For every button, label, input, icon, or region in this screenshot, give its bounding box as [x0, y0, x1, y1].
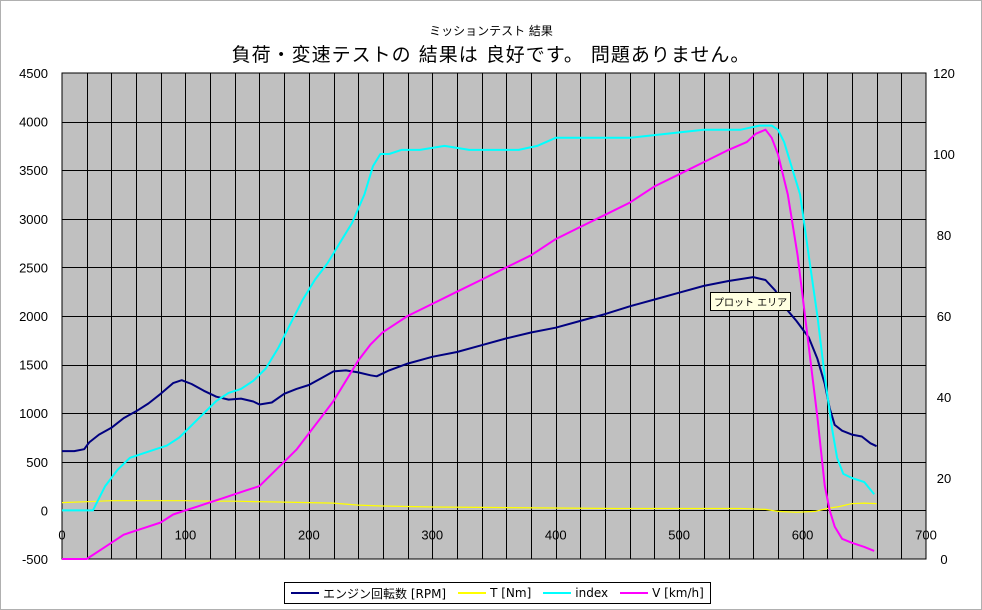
y2-tick-label: 100 — [933, 147, 955, 162]
x-tick-label: 300 — [421, 527, 443, 542]
legend-swatch — [291, 592, 319, 594]
x-tick-label: 600 — [792, 527, 814, 542]
legend-swatch — [458, 592, 487, 594]
y-tick-label: 1500 — [19, 358, 48, 373]
legend-label: index — [575, 586, 609, 600]
y2-tick-label: 20 — [937, 471, 951, 486]
y2-tick-label: 40 — [937, 390, 951, 405]
y-tick-label: 3000 — [19, 212, 48, 227]
legend-swatch — [620, 592, 649, 594]
y-tick-label: 0 — [41, 503, 48, 518]
x-tick-label: 0 — [58, 527, 65, 542]
series-line-2 — [62, 124, 875, 512]
legend-item[interactable]: エンジン回転数 [RPM] — [291, 585, 446, 602]
y2-tick-label: 120 — [933, 66, 955, 81]
chart-title: 負荷・変速テストの 結果は 良好です。 問題ありません。 — [231, 44, 751, 66]
y2-tick-label: 60 — [937, 309, 951, 324]
legend-swatch — [543, 592, 572, 594]
y2-tick-label: 0 — [940, 552, 947, 567]
y-tick-label: 3500 — [19, 163, 48, 178]
x-tick-label: 400 — [545, 527, 567, 542]
y-tick-label: 2500 — [19, 260, 48, 275]
y2-tick-label: 80 — [937, 228, 951, 243]
y-tick-label: 4500 — [19, 66, 48, 81]
series-line-0 — [62, 276, 878, 453]
x-tick-label: 700 — [915, 527, 937, 542]
x-tick-label: 500 — [668, 527, 690, 542]
chart-subtitle: ミッションテスト 結果 — [429, 24, 553, 38]
x-tick-label: 200 — [298, 527, 320, 542]
series-line-1 — [61, 500, 877, 513]
legend-label: T [Nm] — [490, 586, 532, 600]
y-tick-label: 4000 — [19, 115, 48, 130]
legend[interactable]: エンジン回転数 [RPM] T [Nm] index V [km/h] — [284, 582, 711, 604]
legend-label: V [km/h] — [652, 586, 704, 600]
y-tick-label: 500 — [26, 455, 48, 470]
x-tick-label: 100 — [175, 527, 197, 542]
y-tick-label: 1000 — [19, 406, 48, 421]
series-line-3 — [62, 128, 875, 560]
y-tick-label: 2000 — [19, 309, 48, 324]
legend-item[interactable]: index — [543, 586, 608, 600]
legend-item[interactable]: V [km/h] — [620, 586, 704, 600]
legend-item[interactable]: T [Nm] — [458, 586, 531, 600]
legend-label: エンジン回転数 [RPM] — [323, 586, 447, 601]
plot-area-tooltip: プロット エリア — [710, 292, 792, 311]
y-tick-label: -500 — [22, 552, 48, 567]
